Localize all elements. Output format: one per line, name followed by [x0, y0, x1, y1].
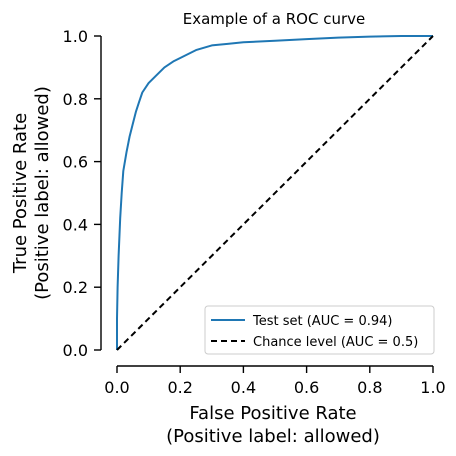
- chance-level-line: [116, 35, 434, 351]
- x-tick-label: 0.6: [294, 378, 319, 397]
- x-tick-label: 0.8: [357, 378, 382, 397]
- legend: Test set (AUC = 0.94) Chance level (AUC …: [204, 305, 435, 355]
- x-tick-label: 1.0: [420, 378, 445, 397]
- y-tick-label: 0.2: [63, 278, 88, 297]
- legend-label-test-set: Test set (AUC = 0.94): [252, 314, 392, 329]
- x-axis-label-line2: (Positive label: allowed): [166, 426, 380, 447]
- x-tick-label: 0.4: [231, 378, 256, 397]
- y-axis-label-line2: (Positive label: allowed): [32, 86, 53, 300]
- y-tick-label: 0.4: [63, 215, 88, 234]
- x-ticks: 0.0 0.2 0.4 0.6 0.8 1.0: [104, 366, 446, 397]
- x-tick-label: 0.2: [167, 378, 192, 397]
- roc-curve-test-set: [116, 35, 433, 350]
- legend-box: [204, 305, 435, 355]
- series-layer: [116, 35, 434, 351]
- legend-label-chance-level: Chance level (AUC = 0.5): [253, 335, 418, 350]
- chart-title: Example of a ROC curve: [183, 10, 366, 28]
- x-axis-label-line1: False Positive Rate: [189, 403, 356, 424]
- y-tick-label: 0.6: [63, 153, 88, 172]
- y-tick-label: 0.8: [63, 90, 88, 109]
- y-tick-label: 0.0: [63, 341, 88, 360]
- x-tick-label: 0.0: [104, 378, 129, 397]
- y-tick-label: 1.0: [63, 27, 88, 46]
- y-ticks: 0.0 0.2 0.4 0.6 0.8 1.0: [63, 27, 101, 360]
- y-axis-label-line1: True Positive Rate: [10, 113, 31, 274]
